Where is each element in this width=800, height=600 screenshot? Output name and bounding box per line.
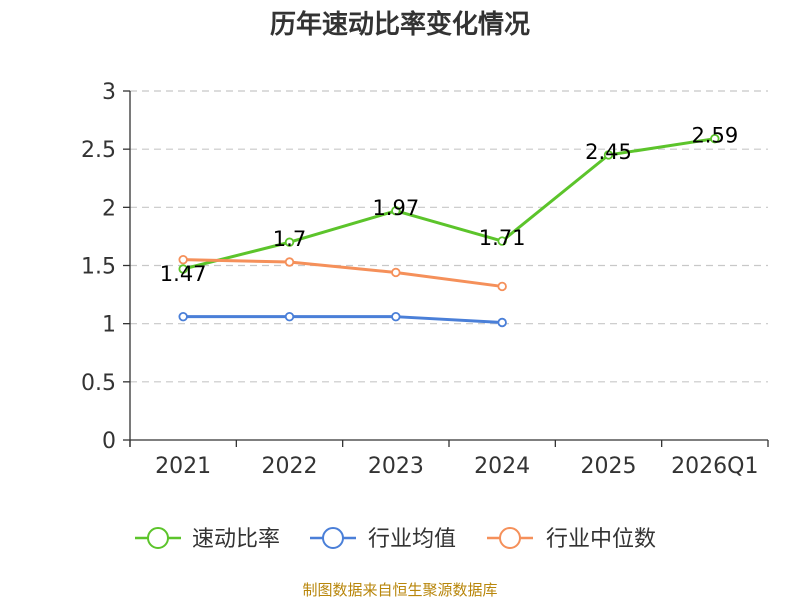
x-tick-label: 2026Q1 [671, 454, 758, 479]
data-label: 1.97 [372, 196, 419, 220]
data-label: 1.7 [273, 227, 306, 251]
y-tick-label: 0.5 [81, 371, 116, 396]
y-tick-label: 1 [102, 313, 116, 338]
data-label: 2.59 [691, 124, 738, 148]
axes: 0 0.5 1 1.5 2 2.5 3 2021 2022 2023 2024 2025 2026Q1 [81, 80, 769, 479]
data-label: 1.47 [160, 262, 207, 286]
series-point-0[interactable] [178, 264, 188, 274]
x-tick-label: 2023 [368, 454, 424, 479]
series-point-0[interactable] [284, 237, 295, 247]
legend-label[interactable]: 行业均值 [368, 527, 456, 552]
source-note: 制图数据来自恒生聚源数据库 [302, 581, 497, 599]
legend-marker[interactable] [147, 527, 169, 549]
series-point-2[interactable] [391, 267, 401, 278]
y-tick-label: 3 [102, 80, 116, 105]
y-tick-label: 2.5 [81, 138, 116, 163]
legend-marker[interactable] [322, 527, 344, 549]
series-point-2[interactable] [497, 281, 507, 292]
series-point-1[interactable] [284, 311, 295, 322]
x-tick-label: 2025 [581, 454, 637, 479]
grid [130, 90, 768, 383]
data-label: 2.45 [585, 140, 632, 164]
series-group [178, 133, 720, 328]
y-tick-label: 1.5 [81, 255, 116, 280]
series-point-1[interactable] [391, 311, 401, 322]
series-line-2 [183, 258, 503, 288]
series-point-0[interactable] [391, 206, 401, 216]
x-tick-label: 2021 [155, 454, 211, 479]
y-tick-label: 0 [102, 429, 116, 454]
legend-label[interactable]: 速动比率 [192, 527, 280, 552]
y-tick-label: 2 [102, 196, 116, 221]
data-label: 1.71 [479, 226, 526, 250]
legend-label[interactable]: 行业中位数 [546, 527, 656, 552]
series-point-1[interactable] [178, 311, 188, 322]
series-point-0[interactable] [603, 150, 614, 160]
data-labels: 1.47 1.7 1.97 1.71 2.45 2.59 [160, 124, 738, 286]
series-point-0[interactable] [710, 133, 720, 144]
x-tick-label: 2022 [262, 454, 318, 479]
series-point-0[interactable] [497, 236, 507, 246]
legend-marker[interactable] [499, 527, 521, 549]
series-point-2[interactable] [284, 257, 295, 267]
chart-title: 历年速动比率变化情况 [270, 9, 530, 40]
series-line-0 [182, 137, 716, 271]
series-point-1[interactable] [497, 317, 507, 328]
series-point-2[interactable] [178, 254, 188, 265]
series-line-1 [183, 315, 503, 325]
x-tick-label: 2024 [474, 454, 530, 479]
legend[interactable]: 速动比率 行业均值 行业中位数 [135, 527, 656, 552]
